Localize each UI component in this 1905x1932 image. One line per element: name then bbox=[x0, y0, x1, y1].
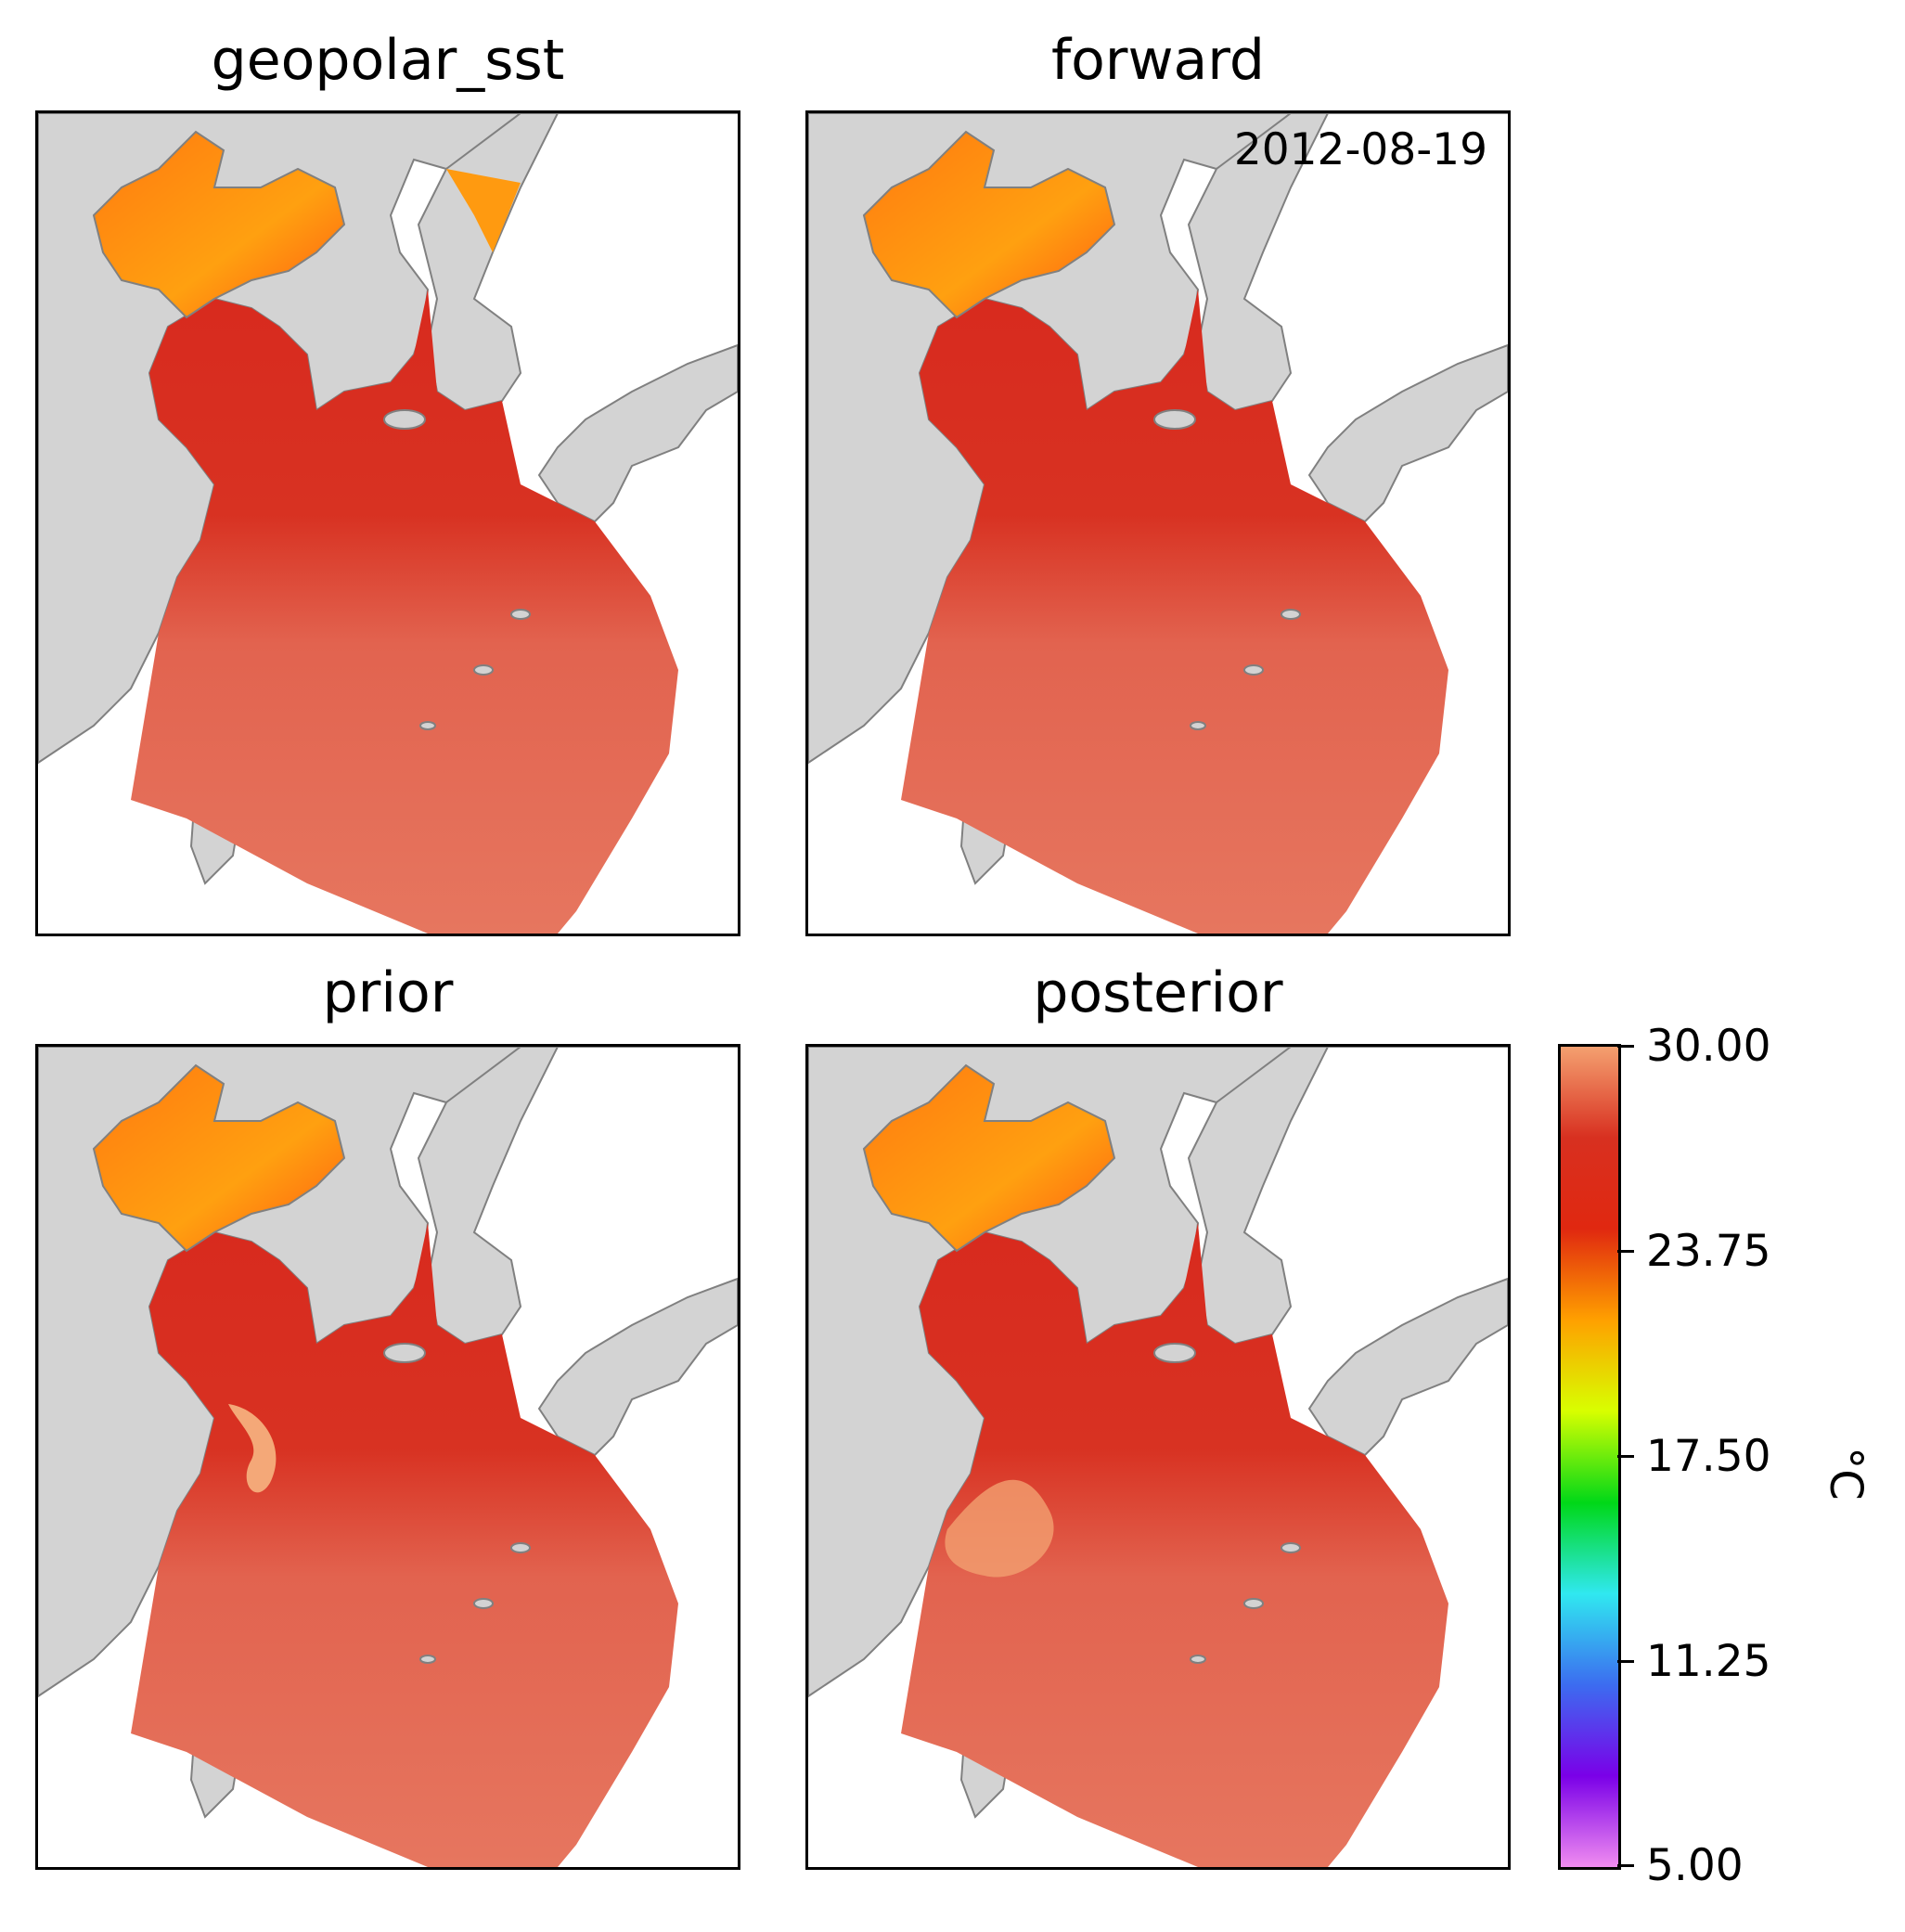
panel-title-geopolar-sst: geopolar_sst bbox=[211, 28, 565, 93]
warm-eddy bbox=[228, 1404, 277, 1493]
colorbar-tick bbox=[1617, 1660, 1634, 1663]
panel-title-posterior: posterior bbox=[1033, 960, 1283, 1025]
sst-map bbox=[38, 113, 738, 934]
colorbar-tick-label: 11.25 bbox=[1646, 1636, 1771, 1687]
colorbar-tick-label: 30.00 bbox=[1646, 1021, 1771, 1072]
colorbar-tick bbox=[1617, 1455, 1634, 1458]
panel-title-prior: prior bbox=[322, 960, 454, 1025]
map-panel-geopolar-sst bbox=[35, 110, 740, 936]
colorbar-tick-label: 17.50 bbox=[1646, 1431, 1771, 1482]
sst-map bbox=[808, 113, 1508, 934]
yellow-sea-warm-patch bbox=[446, 169, 521, 252]
sst-map bbox=[808, 1047, 1508, 1867]
map-panel-forward: 2012-08-19 bbox=[805, 110, 1511, 936]
colorbar bbox=[1558, 1044, 1621, 1870]
colorbar-tick-label: 23.75 bbox=[1646, 1226, 1771, 1277]
colorbar-unit: °C bbox=[1819, 1447, 1872, 1501]
sst-map bbox=[38, 1047, 738, 1867]
date-label: 2012-08-19 bbox=[1233, 124, 1487, 175]
colorbar-tick bbox=[1617, 1864, 1634, 1867]
map-panel-posterior bbox=[805, 1044, 1511, 1870]
colorbar-tick bbox=[1617, 1045, 1634, 1048]
map-panel-prior bbox=[35, 1044, 740, 1870]
colorbar-tick-label: 5.00 bbox=[1646, 1840, 1744, 1891]
warm-eddy bbox=[945, 1479, 1054, 1578]
colorbar-tick bbox=[1617, 1250, 1634, 1253]
panel-title-forward: forward bbox=[1050, 28, 1266, 93]
